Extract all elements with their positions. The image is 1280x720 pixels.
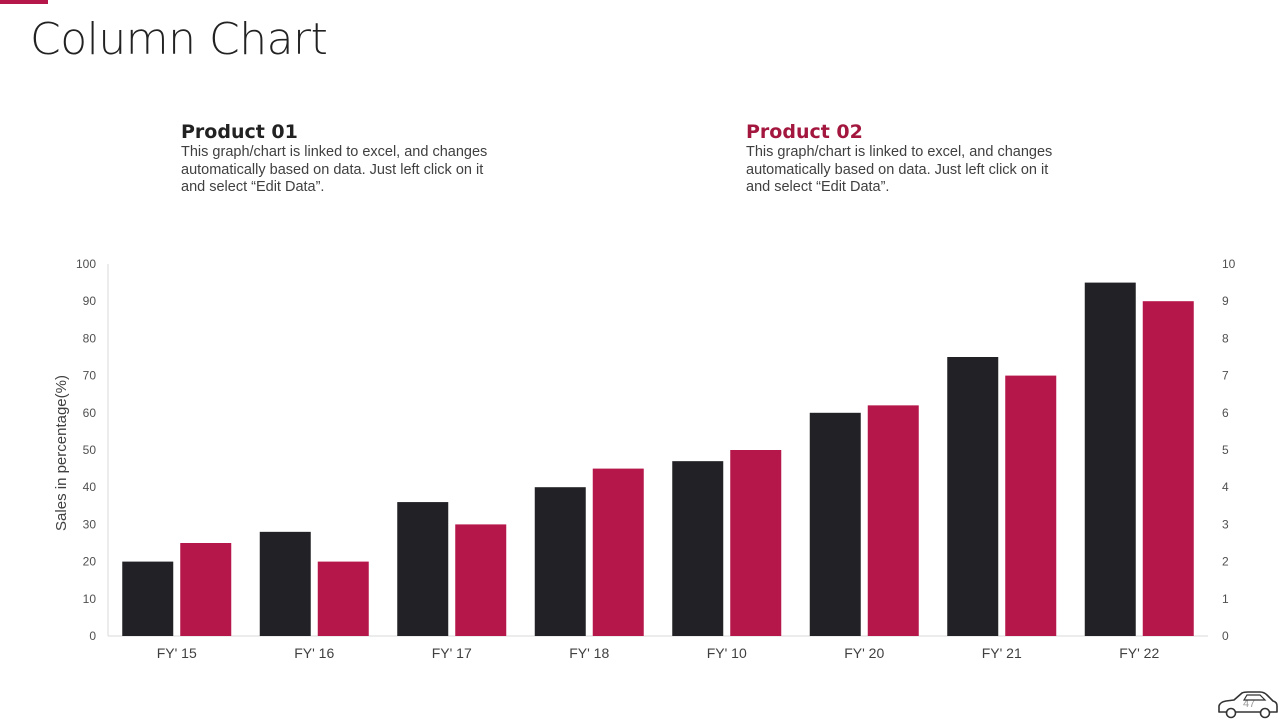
page-number: 47	[1243, 698, 1256, 710]
product-02-bar	[1142, 301, 1194, 636]
y2-tick-label: 6	[1222, 406, 1229, 420]
y-tick-label: 0	[89, 629, 96, 643]
product-02-bar	[455, 524, 507, 636]
product-01-bar	[534, 487, 586, 636]
y-tick-label: 90	[83, 294, 97, 308]
y-tick-label: 40	[83, 480, 97, 494]
product-02-heading: Product 02	[746, 121, 863, 143]
x-category-label: FY' 15	[157, 645, 197, 661]
x-category-label: FY' 10	[707, 645, 747, 661]
product-01-bar	[947, 357, 999, 636]
product-02-bar	[592, 468, 644, 636]
y-tick-label: 30	[83, 517, 97, 531]
y-tick-label: 70	[83, 369, 97, 383]
y2-tick-label: 1	[1222, 592, 1229, 606]
product-01-heading: Product 01	[181, 121, 298, 143]
product-01-bar	[397, 502, 449, 636]
y2-tick-label: 8	[1222, 331, 1229, 345]
y2-tick-label: 7	[1222, 369, 1229, 383]
y2-tick-label: 10	[1222, 257, 1236, 271]
product-01-description: This graph/chart is linked to excel, and…	[181, 144, 488, 195]
product-02-bar	[1005, 375, 1057, 636]
x-category-label: FY' 22	[1119, 645, 1159, 661]
y-tick-label: 100	[76, 257, 96, 271]
product-02-bar	[730, 450, 782, 636]
y2-tick-label: 9	[1222, 294, 1229, 308]
y2-tick-label: 5	[1222, 443, 1229, 457]
y2-tick-label: 0	[1222, 629, 1229, 643]
product-02-description: This graph/chart is linked to excel, and…	[746, 144, 1053, 195]
x-category-label: FY' 18	[569, 645, 609, 661]
product-02-bar	[180, 543, 232, 636]
product-01-legend: Product 01 This graph/chart is linked to…	[181, 120, 511, 197]
product-02-legend: Product 02 This graph/chart is linked to…	[746, 120, 1076, 197]
y2-tick-label: 3	[1222, 517, 1229, 531]
x-category-label: FY' 16	[294, 645, 334, 661]
y2-tick-label: 4	[1222, 480, 1229, 494]
y-tick-label: 60	[83, 406, 97, 420]
product-02-bar	[317, 561, 369, 636]
car-icon	[1218, 691, 1278, 719]
product-01-bar	[259, 531, 311, 636]
y-tick-label: 10	[83, 592, 97, 606]
y-axis-title: Sales in percentage(%)	[53, 375, 70, 531]
y2-tick-label: 2	[1222, 555, 1229, 569]
product-01-bar	[1084, 282, 1136, 636]
y-tick-label: 80	[83, 331, 97, 345]
product-02-bar	[867, 405, 919, 636]
product-01-bar	[809, 412, 861, 636]
x-category-label: FY' 21	[982, 645, 1022, 661]
slide-title: Column Chart	[30, 14, 328, 65]
y-tick-label: 50	[83, 443, 97, 457]
product-01-bar	[672, 461, 724, 636]
product-01-bar	[122, 561, 174, 636]
y-tick-label: 20	[83, 555, 97, 569]
title-accent-bar	[0, 0, 48, 4]
x-category-label: FY' 20	[844, 645, 884, 661]
x-category-label: FY' 17	[432, 645, 472, 661]
